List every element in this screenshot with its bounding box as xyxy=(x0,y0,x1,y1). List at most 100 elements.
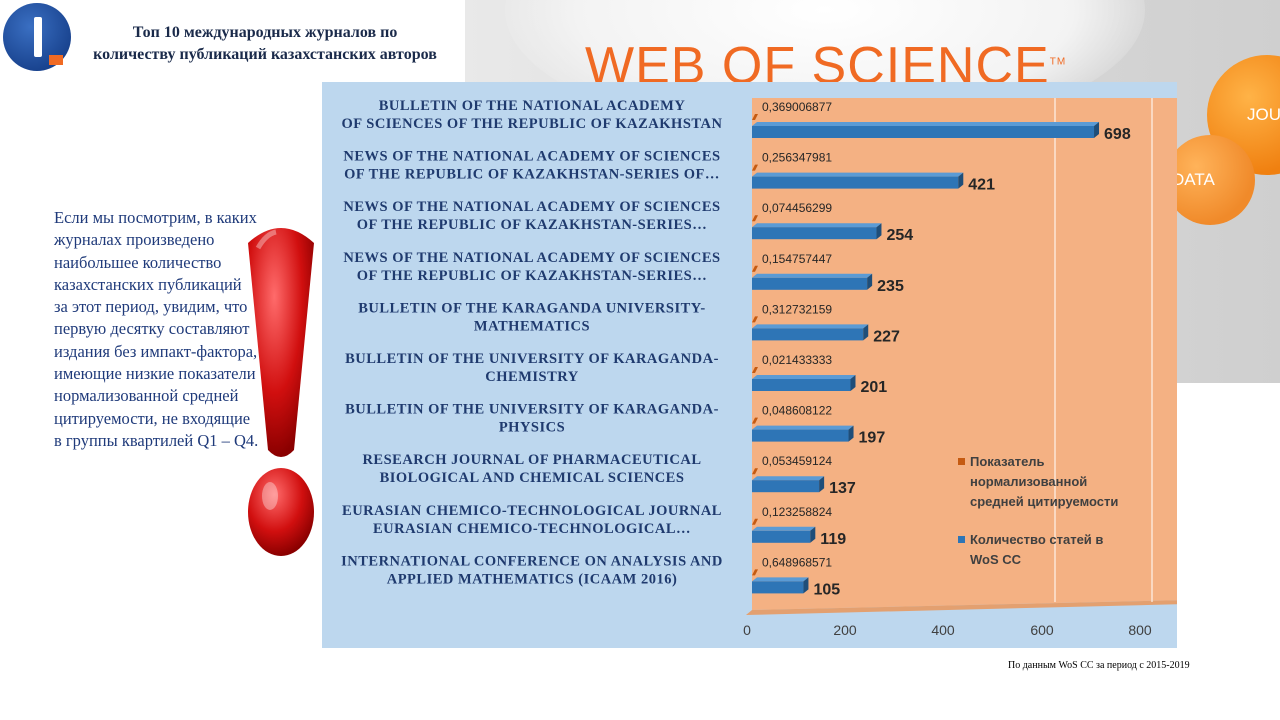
category-label: BULLETIN OF THE UNIVERSITY OF KARAGANDA- xyxy=(345,351,719,367)
legend-swatch xyxy=(958,536,965,543)
bar-article-count-top xyxy=(752,324,869,329)
bar-article-count xyxy=(752,227,877,240)
journals-circle-label: JOUR xyxy=(1247,105,1280,124)
bar-normalized-citation xyxy=(752,518,758,525)
bar-article-count xyxy=(752,126,1095,138)
data-label-article-count: 227 xyxy=(873,328,900,345)
x-tick-label: 0 xyxy=(743,622,751,638)
category-label: CHEMISTRY xyxy=(485,369,578,385)
category-label: OF THE REPUBLIC OF KAZAKHSTAN-SERIES OF… xyxy=(344,167,720,183)
bar-article-count xyxy=(752,530,811,543)
x-tick-label: 600 xyxy=(1030,622,1054,638)
legend-label: нормализованной xyxy=(970,474,1087,489)
bar-normalized-citation xyxy=(752,114,758,120)
legend-label: средней цитируемости xyxy=(970,494,1118,509)
plot-floor xyxy=(746,600,1177,615)
organization-logo xyxy=(3,3,71,71)
bar-article-count-side xyxy=(958,172,964,189)
category-label: APPLIED MATHEMATICS (ICAAM 2016) xyxy=(387,571,678,587)
bar-normalized-citation xyxy=(752,569,758,576)
category-label: OF THE REPUBLIC OF KAZAKHSTAN-SERIES… xyxy=(357,217,707,233)
source-footnote: По данным WoS CC за период с 2015-2019 xyxy=(1008,660,1190,671)
bar-article-count xyxy=(752,328,864,341)
bar-article-count-top xyxy=(752,172,964,177)
bar-normalized-citation xyxy=(752,164,758,171)
data-label-normalized-citation: 0,048608122 xyxy=(762,404,832,418)
data-label-article-count: 254 xyxy=(886,227,913,244)
bar-normalized-citation xyxy=(752,316,758,323)
category-label: BULLETIN OF THE NATIONAL ACADEMY xyxy=(379,98,686,114)
data-label-normalized-citation: 0,256347981 xyxy=(762,151,832,165)
data-label-article-count: 235 xyxy=(877,278,904,295)
category-label: EURASIAN CHEMICO-TECHNOLOGICAL JOURNAL xyxy=(342,503,722,519)
bar-normalized-citation xyxy=(752,215,758,222)
data-label-article-count: 698 xyxy=(1104,126,1131,143)
bar-article-count-side xyxy=(810,526,816,543)
bar-chart: 0 200 400 600 800 0,369006877 698 BULLETIN OF T… xyxy=(341,98,1177,638)
bar-article-count xyxy=(752,429,849,442)
data-label-normalized-citation: 0,154757447 xyxy=(762,252,832,266)
data-label-article-count: 119 xyxy=(820,531,846,548)
bar-article-count-top xyxy=(752,425,854,430)
exclamation-mark-icon xyxy=(248,228,314,556)
x-tick-label: 800 xyxy=(1128,622,1152,638)
data-label-normalized-citation: 0,369006877 xyxy=(762,100,832,114)
legend-label: Показатель xyxy=(970,454,1045,469)
legend-label: WoS CC xyxy=(970,552,1022,567)
category-label: NEWS OF THE NATIONAL ACADEMY OF SCIENCES xyxy=(343,149,720,165)
category-label: OF SCIENCES OF THE REPUBLIC OF KAZAKHSTA… xyxy=(342,116,723,132)
data-circle-label: DATA xyxy=(1172,170,1215,189)
category-label: PHYSICS xyxy=(499,420,565,436)
category-label: BULLETIN OF THE KARAGANDA UNIVERSITY- xyxy=(358,300,706,316)
bar-article-count-top xyxy=(752,273,873,278)
bar-article-count-side xyxy=(876,223,882,240)
data-label-article-count: 421 xyxy=(968,177,995,194)
data-label-normalized-citation: 0,648968571 xyxy=(762,555,832,569)
data-label-normalized-citation: 0,123258824 xyxy=(762,505,832,519)
bar-article-count xyxy=(752,379,851,391)
chart-panel: 0 200 400 600 800 0,369006877 698 BULLETIN OF T… xyxy=(322,82,1177,648)
data-label-article-count: 105 xyxy=(813,581,840,598)
bar-article-count xyxy=(752,176,959,189)
bar-article-count-side xyxy=(819,476,825,493)
data-label-normalized-citation: 0,074456299 xyxy=(762,201,832,215)
category-label: RESEARCH JOURNAL OF PHARMACEUTICAL xyxy=(362,452,701,468)
bar-article-count-top xyxy=(752,223,882,228)
data-label-normalized-citation: 0,021433333 xyxy=(762,353,832,367)
bar-article-count xyxy=(752,480,820,493)
category-label: INTERNATIONAL CONFERENCE ON ANALYSIS AND xyxy=(341,553,723,569)
bar-article-count-top xyxy=(752,476,825,481)
bar-normalized-citation xyxy=(752,265,758,272)
bar-article-count-top xyxy=(752,526,816,531)
bar-article-count-top xyxy=(752,577,809,582)
bar-article-count-side xyxy=(850,375,856,391)
bar-article-count-side xyxy=(863,324,869,341)
category-label: BULLETIN OF THE UNIVERSITY OF KARAGANDA- xyxy=(345,402,719,418)
data-label-article-count: 201 xyxy=(860,379,887,396)
bar-normalized-citation xyxy=(752,417,758,424)
commentary-text: Если мы посмотрим, в каких журналах прои… xyxy=(54,208,259,450)
bar-article-count-top xyxy=(752,375,856,379)
bar-normalized-citation xyxy=(752,367,758,373)
bar-article-count xyxy=(752,277,868,290)
bar-article-count xyxy=(752,581,804,594)
x-tick-label: 200 xyxy=(833,622,857,638)
bar-article-count-top xyxy=(752,122,1100,126)
category-label: OF THE REPUBLIC OF KAZAKHSTAN-SERIES… xyxy=(357,268,707,284)
bar-normalized-citation xyxy=(752,468,758,475)
legend-swatch xyxy=(958,458,965,465)
data-label-article-count: 137 xyxy=(829,480,856,497)
x-tick-label: 400 xyxy=(931,622,955,638)
legend-label: Количество статей в xyxy=(970,532,1103,547)
bar-article-count-side xyxy=(1094,122,1100,138)
data-label-normalized-citation: 0,053459124 xyxy=(762,454,832,468)
bar-article-count-side xyxy=(803,577,809,594)
data-label-normalized-citation: 0,312732159 xyxy=(762,302,832,316)
category-label: NEWS OF THE NATIONAL ACADEMY OF SCIENCES xyxy=(343,199,720,215)
category-label: EURASIAN CHEMICO-TECHNOLOGICAL… xyxy=(373,521,691,537)
bar-article-count-side xyxy=(848,425,854,442)
category-label: MATHEMATICS xyxy=(474,318,590,334)
bar-article-count-side xyxy=(867,273,873,290)
page-title: Топ 10 международных журналов по количес… xyxy=(93,24,437,63)
data-circle xyxy=(1165,135,1255,225)
